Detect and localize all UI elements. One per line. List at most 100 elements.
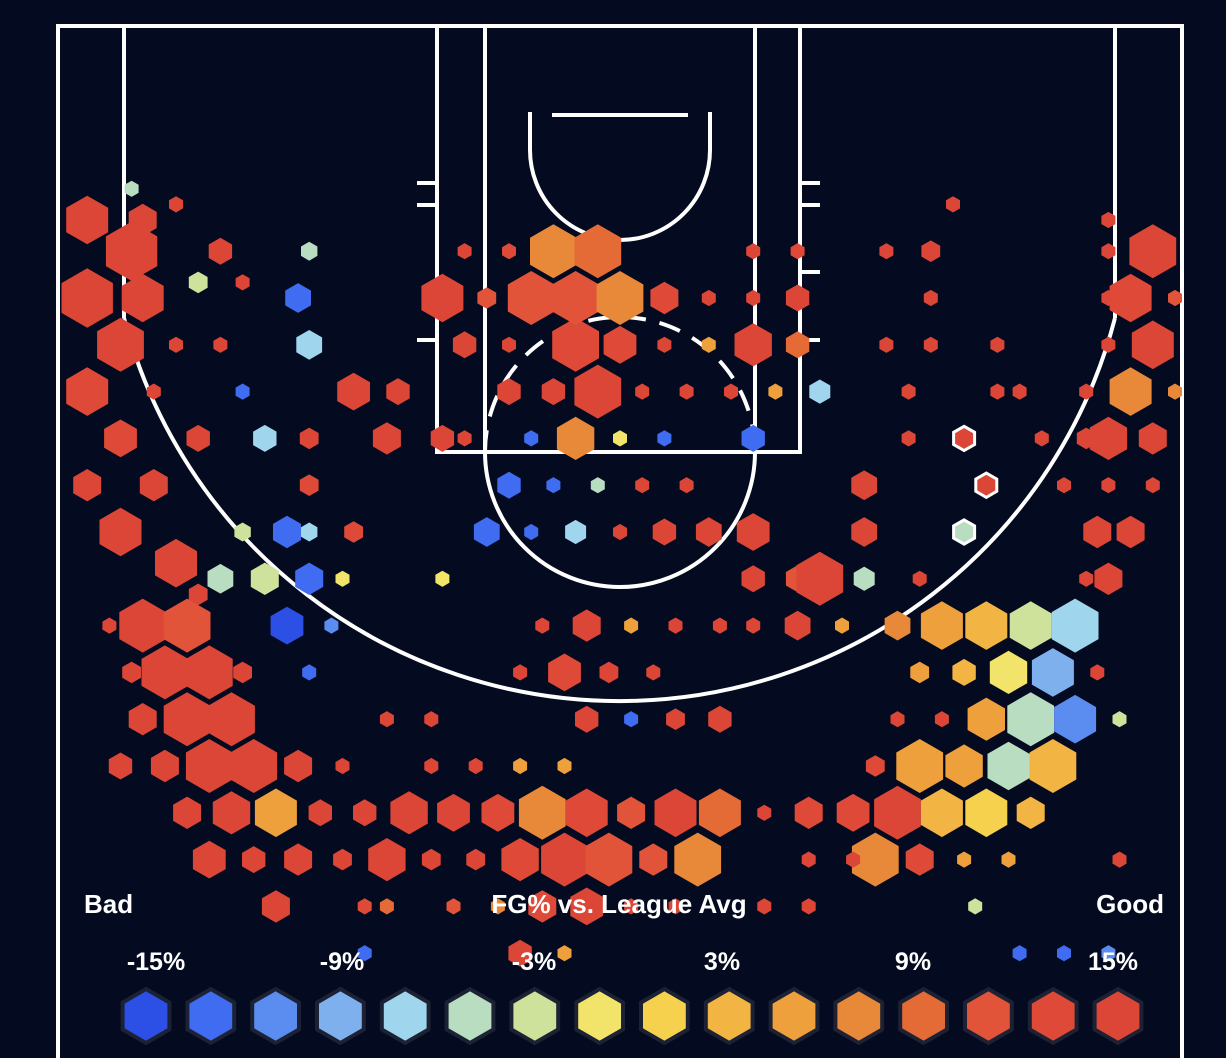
shot-hex: [102, 617, 117, 634]
shot-hex: [1101, 243, 1116, 260]
free-throw-circle-bottom: [483, 451, 757, 589]
shot-hex: [624, 617, 639, 634]
shot-hex: [1083, 515, 1112, 549]
shot-hex: [308, 799, 332, 827]
shot-hex: [565, 788, 608, 838]
shot-hex: [379, 711, 394, 728]
shot-hex: [501, 838, 539, 882]
lane-hashes: [417, 181, 820, 342]
shot-hex: [921, 240, 941, 262]
shot-hex: [457, 430, 472, 447]
shot-hex: [884, 610, 911, 641]
shot-hex: [192, 840, 226, 879]
shot-hex: [746, 617, 761, 634]
shot-hex: [712, 617, 727, 634]
shot-hex: [253, 424, 277, 452]
shot-hex: [212, 791, 251, 835]
legend-right-label: Good: [1096, 889, 1164, 919]
shot-hex: [155, 538, 197, 588]
shot-hex: [99, 507, 142, 557]
shot-hex: [301, 241, 318, 261]
shot-hex: [446, 898, 461, 915]
shot-hex: [357, 945, 372, 962]
shot-hex: [185, 645, 233, 700]
shot-hex: [104, 419, 137, 458]
shot-hex: [541, 832, 588, 887]
shot-hex: [874, 785, 921, 840]
shot-hex: [185, 739, 233, 793]
legend-tick-label: 3%: [704, 948, 740, 976]
shot-hex: [513, 757, 528, 775]
shot-hex: [552, 271, 599, 325]
shot-hex: [603, 325, 637, 364]
shot-hex: [801, 898, 816, 915]
shot-hex: [657, 336, 672, 353]
shot-hexes: [61, 180, 1182, 967]
shot-hex: [624, 898, 639, 915]
shot-hex: [952, 518, 977, 546]
shot-hex: [235, 274, 250, 291]
shot-hex: [1029, 739, 1077, 793]
shot-hex: [635, 477, 650, 494]
legend-swatch: [1027, 986, 1079, 1046]
shot-hex: [910, 661, 930, 684]
shot-hex: [923, 289, 938, 307]
shot-hex: [757, 898, 772, 915]
shot-hex: [97, 317, 144, 372]
shot-hex: [270, 606, 304, 645]
shot-hex: [785, 284, 810, 312]
shot-hex: [1168, 383, 1182, 400]
shot-hex: [333, 848, 352, 871]
legend-tick-label: -3%: [512, 948, 556, 976]
shot-hex: [548, 653, 581, 692]
shot-hex: [1009, 601, 1052, 650]
shot-hex: [379, 898, 394, 915]
shot-hex: [295, 562, 324, 595]
shot-hex: [599, 661, 619, 684]
shot-hex: [965, 788, 1008, 838]
shot-hex: [108, 752, 133, 780]
shot-hex: [497, 471, 521, 499]
legend-left-label: Bad: [84, 889, 133, 919]
shot-hex: [851, 832, 899, 887]
shot-hex: [502, 336, 516, 353]
shot-hex: [528, 890, 557, 923]
shot-hex: [1112, 711, 1127, 728]
shot-hex: [801, 851, 816, 868]
shot-hex: [624, 711, 639, 728]
shot-hex: [1089, 416, 1128, 460]
shot-hex: [574, 364, 622, 419]
legend-swatch: [768, 986, 820, 1046]
shot-hex: [1109, 273, 1152, 323]
shot-hex: [497, 378, 521, 406]
shot-hex: [1090, 664, 1105, 681]
shot-hex: [124, 180, 139, 197]
shot-hex: [150, 749, 179, 783]
shot-hex: [757, 804, 772, 821]
shot-hex: [701, 289, 716, 307]
shot-hex: [324, 617, 339, 634]
three-point-arc: [122, 317, 1117, 704]
legend-tick-labels: -15% -9% -3% 3% 9% 15%: [127, 948, 1138, 976]
shot-hex: [424, 711, 439, 728]
shot-hex: [473, 517, 500, 547]
shot-hex: [901, 430, 916, 447]
shot-hex: [965, 601, 1008, 650]
shot-hex: [1016, 796, 1045, 829]
legend-swatch: [120, 986, 172, 1046]
shot-hex: [1031, 648, 1074, 697]
shot-hex: [1101, 336, 1116, 353]
shot-hex: [650, 281, 679, 315]
shot-hex: [736, 513, 770, 551]
shot-hex: [1168, 289, 1182, 307]
shot-hex: [502, 243, 516, 260]
shot-hex: [920, 788, 963, 838]
shot-hex: [372, 422, 401, 455]
shot-hex: [668, 617, 683, 634]
legend-color-scale: [120, 986, 1144, 1046]
shot-hex: [242, 846, 266, 874]
shot-hex: [1101, 945, 1116, 962]
shot-hex: [835, 617, 849, 634]
shot-hex: [121, 273, 164, 323]
shot-hex: [590, 477, 605, 494]
